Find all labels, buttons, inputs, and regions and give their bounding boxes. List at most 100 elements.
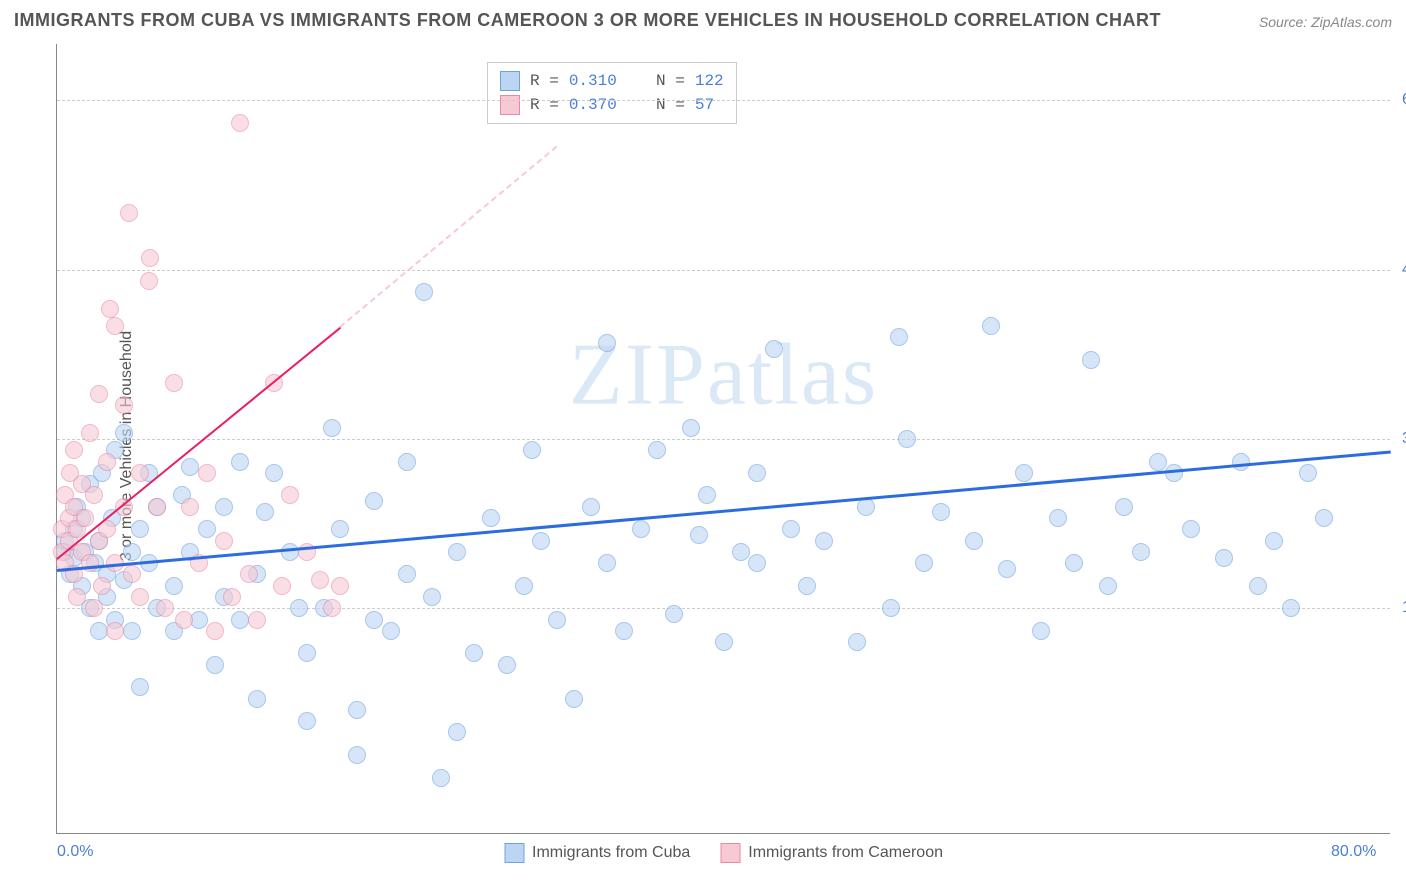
scatter-point	[423, 588, 441, 606]
scatter-point	[248, 690, 266, 708]
scatter-point	[523, 441, 541, 459]
scatter-point	[498, 656, 516, 674]
scatter-point	[85, 599, 103, 617]
scatter-point	[123, 543, 141, 561]
scatter-point	[965, 532, 983, 550]
scatter-point	[532, 532, 550, 550]
scatter-point	[748, 464, 766, 482]
legend-label: Immigrants from Cameroon	[748, 844, 943, 862]
gridline	[57, 439, 1390, 440]
scatter-point	[156, 599, 174, 617]
scatter-point	[93, 577, 111, 595]
scatter-point	[915, 554, 933, 572]
scatter-point	[898, 430, 916, 448]
stats-box: R =0.310 N =122R =0.370 N = 57	[487, 62, 737, 124]
y-tick-label: 15.0%	[1394, 599, 1406, 617]
scatter-point	[1265, 532, 1283, 550]
scatter-point	[265, 464, 283, 482]
legend-label: Immigrants from Cuba	[532, 844, 690, 862]
scatter-point	[732, 543, 750, 561]
stat-n-label: N =	[656, 93, 685, 117]
scatter-point	[123, 565, 141, 583]
scatter-point	[432, 769, 450, 787]
scatter-point	[181, 458, 199, 476]
scatter-point	[165, 577, 183, 595]
scatter-point	[290, 599, 308, 617]
scatter-point	[765, 340, 783, 358]
scatter-point	[106, 317, 124, 335]
scatter-point	[782, 520, 800, 538]
scatter-point	[256, 503, 274, 521]
scatter-point	[598, 334, 616, 352]
scatter-point	[140, 272, 158, 290]
scatter-point	[298, 712, 316, 730]
scatter-point	[1115, 498, 1133, 516]
scatter-point	[223, 588, 241, 606]
stat-n-label: N =	[656, 69, 685, 93]
stats-row: R =0.310 N =122	[500, 69, 724, 93]
source-label: Source: ZipAtlas.com	[1259, 14, 1392, 30]
scatter-point	[548, 611, 566, 629]
scatter-point	[141, 249, 159, 267]
scatter-point	[206, 622, 224, 640]
scatter-point	[890, 328, 908, 346]
scatter-point	[231, 453, 249, 471]
bottom-legend: Immigrants from Cuba Immigrants from Came…	[504, 843, 943, 863]
scatter-point	[632, 520, 650, 538]
scatter-point	[273, 577, 291, 595]
scatter-point	[85, 486, 103, 504]
scatter-point	[1065, 554, 1083, 572]
scatter-point	[115, 396, 133, 414]
scatter-point	[1049, 509, 1067, 527]
plot-area: ZIPatlas R =0.310 N =122R =0.370 N = 57 …	[56, 44, 1390, 834]
scatter-point	[65, 441, 83, 459]
scatter-point	[206, 656, 224, 674]
scatter-point	[81, 424, 99, 442]
scatter-point	[106, 622, 124, 640]
scatter-point	[682, 419, 700, 437]
chart-container: IMMIGRANTS FROM CUBA VS IMMIGRANTS FROM …	[0, 0, 1406, 892]
stat-r-value: 0.370	[569, 93, 617, 117]
scatter-point	[615, 622, 633, 640]
scatter-point	[90, 385, 108, 403]
scatter-point	[1132, 543, 1150, 561]
scatter-point	[1315, 509, 1333, 527]
y-tick-label: 30.0%	[1394, 430, 1406, 448]
scatter-point	[415, 283, 433, 301]
stats-row: R =0.370 N = 57	[500, 93, 724, 117]
scatter-point	[665, 605, 683, 623]
scatter-point	[298, 644, 316, 662]
scatter-point	[598, 554, 616, 572]
scatter-point	[382, 622, 400, 640]
scatter-point	[115, 424, 133, 442]
legend-swatch	[720, 843, 740, 863]
scatter-point	[465, 644, 483, 662]
x-tick-label: 80.0%	[1331, 843, 1376, 861]
legend-item: Immigrants from Cuba	[504, 843, 690, 863]
scatter-point	[1182, 520, 1200, 538]
scatter-point	[1299, 464, 1317, 482]
scatter-point	[932, 503, 950, 521]
scatter-point	[398, 453, 416, 471]
scatter-point	[982, 317, 1000, 335]
scatter-point	[998, 560, 1016, 578]
scatter-point	[281, 486, 299, 504]
stat-r-label: R =	[530, 69, 559, 93]
scatter-point	[582, 498, 600, 516]
scatter-point	[248, 611, 266, 629]
scatter-point	[848, 633, 866, 651]
gridline	[57, 270, 1390, 271]
scatter-point	[1082, 351, 1100, 369]
scatter-point	[198, 520, 216, 538]
scatter-point	[1249, 577, 1267, 595]
scatter-point	[482, 509, 500, 527]
scatter-point	[1232, 453, 1250, 471]
scatter-point	[1149, 453, 1167, 471]
legend-swatch	[500, 95, 520, 115]
stat-r-value: 0.310	[569, 69, 617, 93]
scatter-point	[215, 532, 233, 550]
scatter-point	[815, 532, 833, 550]
scatter-point	[231, 611, 249, 629]
scatter-point	[365, 611, 383, 629]
legend-item: Immigrants from Cameroon	[720, 843, 943, 863]
